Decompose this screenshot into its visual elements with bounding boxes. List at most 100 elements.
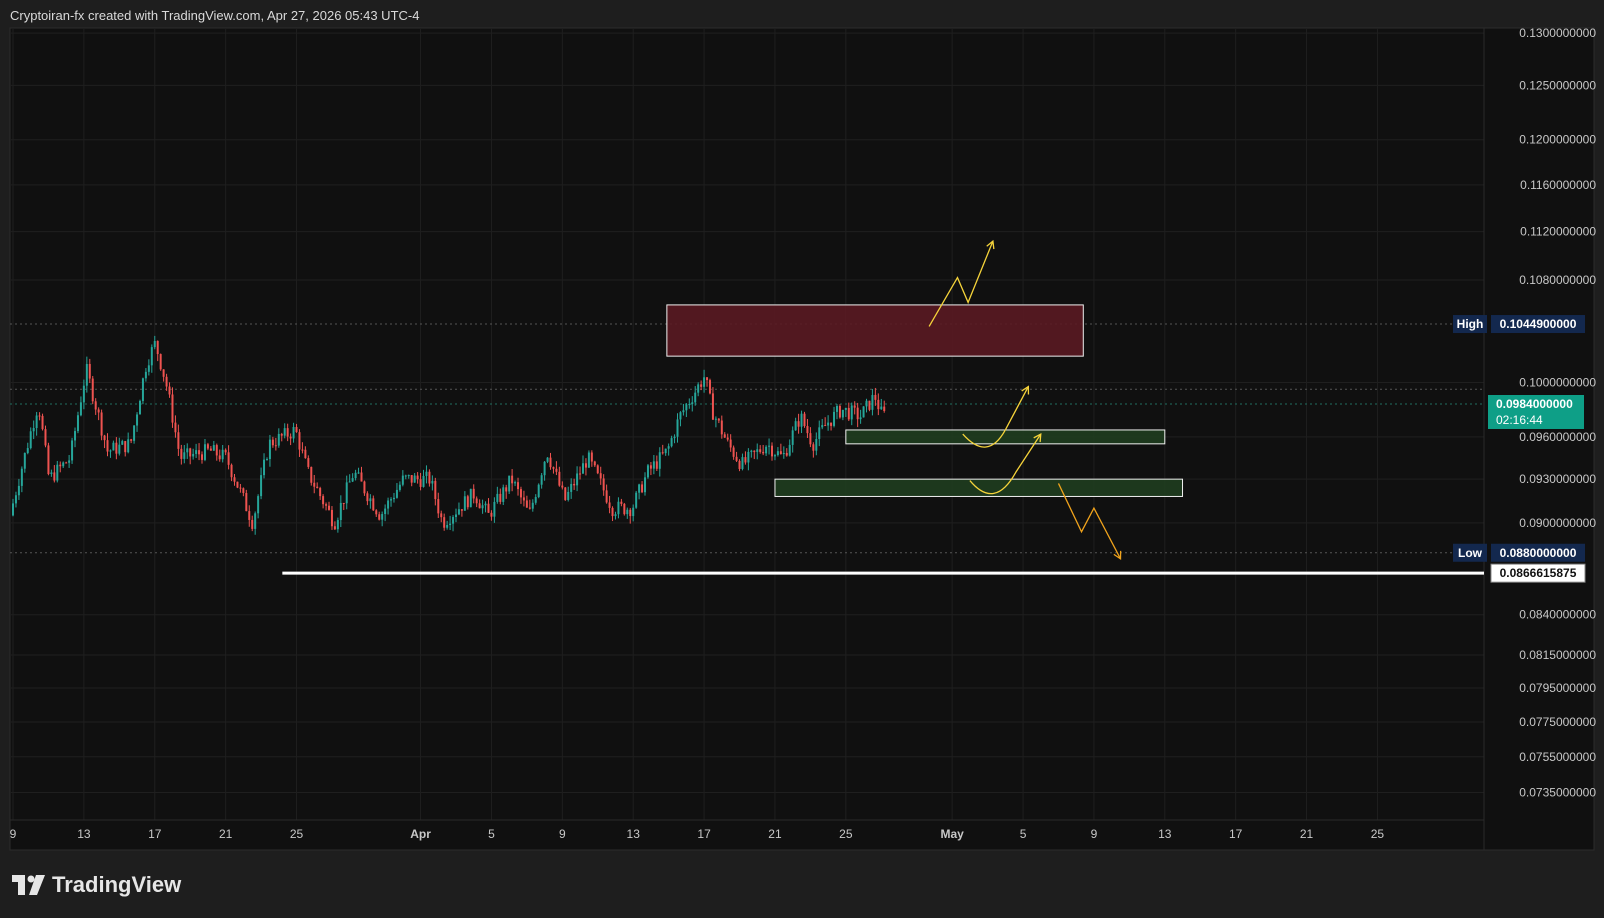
candle-body — [260, 475, 263, 497]
candle-body — [694, 392, 697, 403]
candle-body — [65, 462, 68, 464]
projection-arrowhead — [1033, 432, 1042, 443]
candle-body — [147, 365, 150, 372]
price-axis[interactable]: 0.1300000000 0.1250000000 0.1200000000 0.11… — [1519, 26, 1596, 799]
candle-body — [732, 447, 735, 457]
zones[interactable] — [666, 304, 1184, 497]
grid-lines — [10, 28, 1484, 820]
candle-body — [298, 432, 301, 450]
candle-body — [14, 495, 17, 504]
candle-body — [413, 475, 416, 483]
candle-body — [874, 394, 877, 400]
candle-body — [203, 444, 206, 460]
candle-body — [307, 458, 310, 467]
x-tick-label: 9 — [1091, 827, 1098, 841]
candle-body — [251, 519, 254, 529]
candle-body — [53, 472, 56, 481]
y-tick-label: 0.0755000000 — [1519, 750, 1596, 764]
candle-body — [756, 449, 759, 452]
candle-body — [499, 493, 502, 502]
candle-body — [773, 455, 776, 457]
candle-body — [449, 523, 452, 526]
candle-body — [803, 413, 806, 427]
candle-body — [357, 472, 360, 474]
price-labels: High 0.1044900000 Low 0.0880000000 0.0866615… — [1453, 315, 1586, 583]
candle-body — [443, 517, 446, 528]
candle-body — [174, 422, 177, 433]
y-tick-label: 0.0735000000 — [1519, 786, 1596, 800]
candle-body — [336, 520, 339, 530]
time-axis[interactable]: 9 13 17 21 25 Apr 5 9 13 17 21 25 May 5 9 13 17 21 25 — [10, 827, 1385, 841]
candle-body — [649, 465, 652, 469]
candle-body — [833, 411, 836, 426]
candle-body — [729, 439, 732, 448]
candle-body — [750, 450, 753, 452]
candle-body — [868, 400, 871, 410]
candle-body — [862, 406, 865, 418]
candle-body — [366, 493, 369, 502]
candle-body — [460, 509, 463, 511]
candle-body — [877, 399, 880, 410]
candle-body — [685, 404, 688, 411]
candle-body — [372, 498, 375, 511]
candle-body — [23, 452, 26, 469]
candle-body — [697, 384, 700, 393]
candle-body — [221, 449, 224, 460]
candle-body — [644, 477, 647, 493]
x-tick-label: Apr — [410, 827, 431, 841]
candle-body — [534, 497, 537, 503]
candle-body — [835, 406, 838, 412]
candle-body — [156, 340, 159, 355]
candle-body — [437, 499, 440, 514]
candle-body — [404, 475, 407, 477]
high-value-label-bg — [1491, 315, 1585, 334]
y-tick-label: 0.0960000000 — [1519, 430, 1596, 444]
candle-body — [762, 451, 765, 454]
projections[interactable] — [928, 239, 1122, 561]
candle-body — [422, 475, 425, 487]
candle-body — [74, 431, 77, 441]
candle-body — [183, 452, 186, 459]
candle-body — [558, 471, 561, 486]
candle-body — [794, 421, 797, 431]
candle-body — [543, 461, 546, 476]
candle-body — [670, 438, 673, 447]
candle-body — [401, 475, 404, 485]
x-tick-label: 21 — [1300, 827, 1314, 841]
candle-body — [277, 433, 280, 446]
candle-body — [827, 422, 830, 426]
candle-body — [50, 472, 53, 475]
candle-body — [776, 451, 779, 456]
x-tick-label: 17 — [1229, 827, 1243, 841]
low-label-bg — [1453, 543, 1487, 562]
candle-body — [463, 496, 466, 511]
candle-body — [466, 496, 469, 508]
candle-body — [531, 502, 534, 509]
projection-path-up — [928, 240, 994, 327]
candle-body — [883, 406, 886, 411]
candle-body — [747, 451, 750, 463]
candle-body — [171, 394, 174, 423]
candle-body — [301, 449, 304, 451]
candle-body — [425, 471, 428, 476]
x-tick-label: 13 — [77, 827, 91, 841]
candle-body — [508, 475, 511, 492]
candle-body — [215, 445, 218, 456]
candle-body — [821, 425, 824, 428]
candle-body — [676, 419, 679, 437]
candle-body — [230, 464, 233, 478]
x-tick-label: May — [940, 827, 964, 841]
candle-body — [599, 473, 602, 479]
candle-body — [103, 435, 106, 441]
candle-body — [564, 487, 567, 500]
candle-body — [257, 496, 260, 514]
candle-body — [381, 514, 384, 520]
candle-body — [144, 371, 147, 379]
candle-body — [655, 461, 658, 469]
candle-body — [127, 439, 130, 453]
candle-body — [602, 478, 605, 491]
candle-body — [333, 526, 336, 530]
high-value-label: 0.1044900000 — [1500, 317, 1577, 331]
candle-body — [17, 485, 20, 496]
